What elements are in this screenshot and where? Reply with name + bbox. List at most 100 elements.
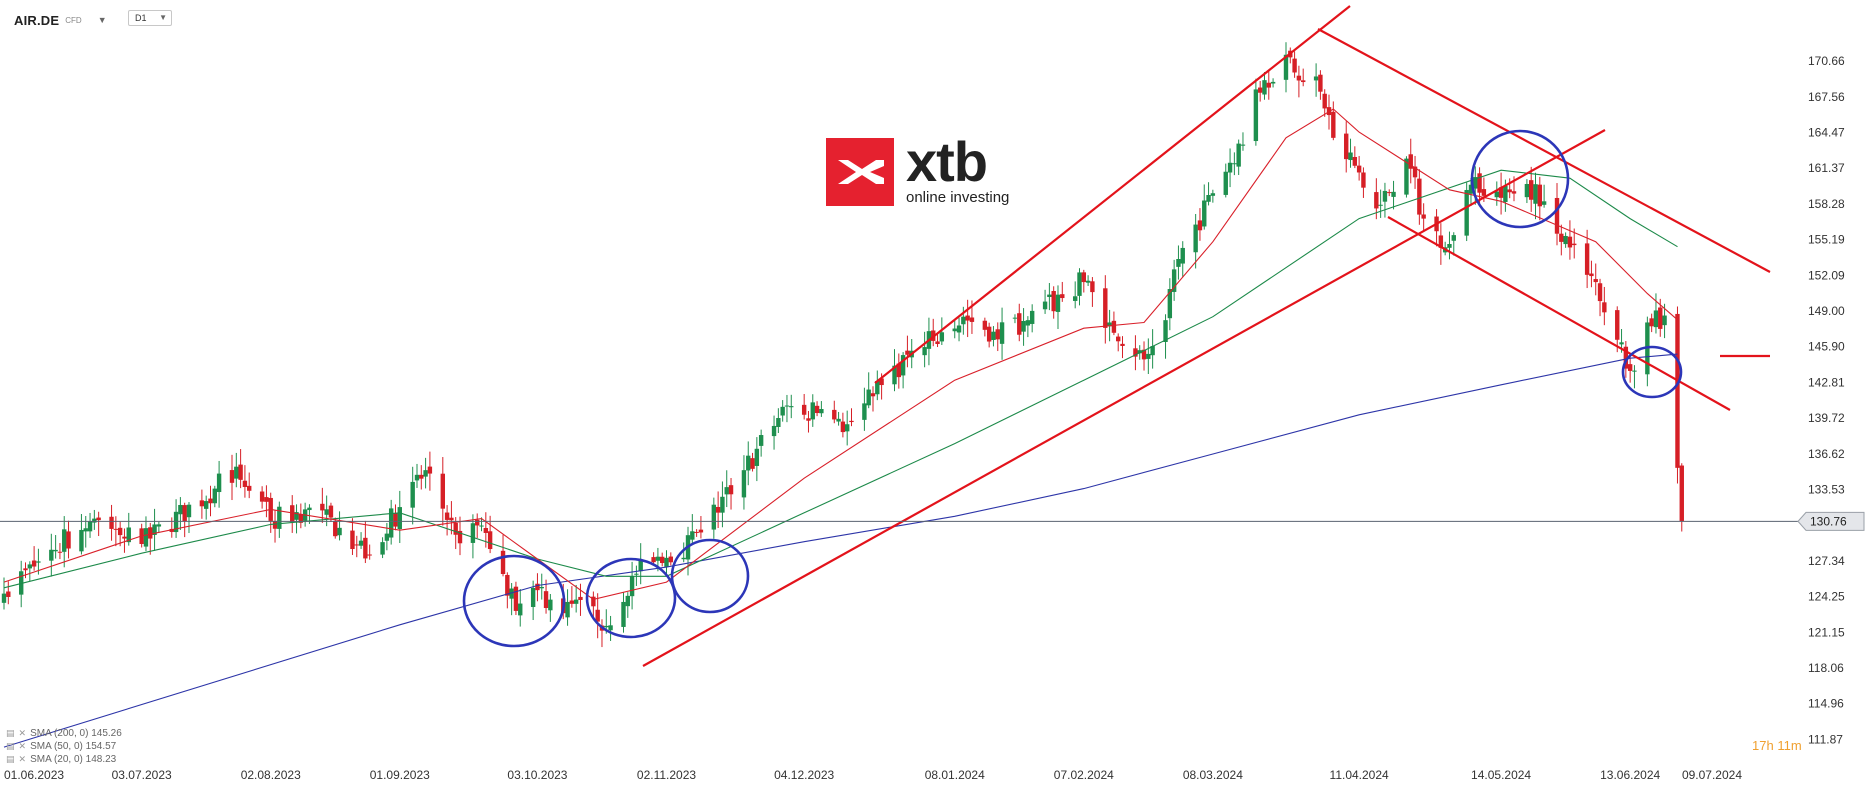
indicator-settings-icon[interactable]: ▤ [6, 741, 15, 751]
candle-body [1653, 310, 1659, 328]
candle-body [1391, 191, 1396, 197]
candle-body [900, 355, 906, 376]
candle-body [87, 521, 93, 532]
candle-body [758, 435, 764, 446]
candle-body [117, 527, 123, 536]
price-tick-label: 133.53 [1808, 482, 1845, 496]
candle-body [746, 455, 751, 471]
candle-body [1021, 321, 1026, 332]
candle-body [1167, 289, 1173, 319]
candle-body [143, 528, 149, 547]
candle-body [741, 470, 747, 498]
indicator-row[interactable]: ▤ ✕ SMA (50, 0) 154.57 [6, 740, 122, 753]
candle-body [629, 576, 635, 597]
candle-body [1541, 201, 1547, 205]
candle-body [750, 458, 755, 469]
close-icon[interactable]: ✕ [18, 754, 27, 764]
candle-body [1593, 279, 1598, 283]
candle-body [483, 528, 489, 533]
candle-body [1563, 235, 1568, 245]
symbol-selector[interactable]: AIR.DE CFD ▼ [14, 11, 107, 29]
candle-body [608, 625, 613, 631]
candle-body [83, 528, 88, 532]
candle-body [333, 521, 338, 537]
close-icon[interactable]: ✕ [18, 741, 27, 751]
indicator-row[interactable]: ▤ ✕ SMA (200, 0) 145.26 [6, 727, 122, 740]
symbol-type: CFD [65, 15, 82, 25]
date-tick-label: 08.01.2024 [925, 768, 985, 782]
candle-body [109, 516, 114, 529]
date-tick-label: 02.08.2023 [241, 768, 301, 782]
candle-body [148, 527, 153, 539]
date-tick-label: 01.09.2023 [370, 768, 430, 782]
candle-body [449, 517, 454, 521]
indicator-settings-icon[interactable]: ▤ [6, 754, 15, 764]
candle-body [991, 331, 996, 340]
sma-200-line [3, 353, 1678, 748]
candle-body [27, 564, 33, 569]
price-tick-label: 124.25 [1808, 590, 1845, 604]
candle-body [836, 418, 841, 422]
date-tick-label: 09.07.2024 [1682, 768, 1742, 782]
current-price-line: 130.76 [0, 511, 1865, 531]
candle-body [1615, 310, 1620, 340]
candle-body [423, 470, 428, 477]
candle-body [922, 347, 927, 356]
price-tick-label: 158.28 [1808, 197, 1845, 211]
price-tick-label: 142.81 [1808, 375, 1845, 389]
candle-body [1481, 189, 1487, 196]
current-price-tag [1797, 511, 1865, 531]
candle-body [350, 530, 355, 550]
indicator-sma50-label: SMA (50, 0) 154.57 [30, 741, 117, 752]
falling-channel-upper-line [1317, 28, 1771, 273]
candle-body [780, 406, 785, 416]
candle-body [999, 322, 1005, 344]
candle-body [229, 470, 235, 483]
indicator-row[interactable]: ▤ ✕ SMA (20, 0) 148.23 [6, 753, 122, 766]
candle-body [965, 315, 970, 321]
candle-body [182, 505, 187, 522]
candle-body [178, 504, 183, 515]
candle-body [969, 317, 975, 322]
candle-body [388, 508, 394, 538]
date-axis[interactable]: 01.06.2023 03.07.2023 02.08.2023 01.09.2023… [4, 768, 1742, 782]
close-icon[interactable]: ✕ [18, 728, 27, 738]
candle-body [668, 556, 674, 563]
indicator-settings-icon[interactable]: ▤ [6, 728, 15, 738]
candle-body [690, 531, 695, 540]
candle-body [1619, 342, 1624, 345]
candle-body [651, 557, 656, 563]
timeframe-select[interactable]: D1 ▼ [128, 10, 172, 26]
candle-body [814, 405, 820, 414]
candle-body [475, 519, 480, 526]
candle-body [1042, 301, 1048, 310]
candle-body [1223, 171, 1228, 195]
candle-body [505, 574, 510, 596]
highlight-circle [1621, 345, 1683, 399]
highlight-circle [462, 554, 566, 648]
candle-body [152, 524, 157, 535]
candle-body [1533, 184, 1538, 204]
candle-body [419, 474, 424, 479]
candle-body [23, 568, 28, 571]
candle-body [1658, 307, 1663, 329]
candle-body [728, 485, 734, 495]
price-tick-label: 136.62 [1808, 447, 1845, 461]
candle-body [694, 531, 699, 533]
chevron-down-icon[interactable]: ▼ [97, 15, 107, 25]
candle-body [698, 529, 704, 533]
candle-body [500, 550, 506, 574]
candle-body [1313, 76, 1319, 81]
candle-body [410, 481, 415, 508]
candle-body [1300, 80, 1306, 83]
candle-body [380, 542, 385, 555]
candle-body [1296, 75, 1302, 81]
price-axis[interactable]: 170.66 167.56 164.47 161.37 158.28 155.19 152.… [1808, 54, 1845, 746]
candle-body [1679, 465, 1684, 522]
candle-body [57, 551, 63, 553]
candle-body [844, 424, 850, 432]
candle-body [1270, 81, 1276, 84]
candle-body [724, 487, 729, 495]
candle-body [1408, 154, 1413, 169]
